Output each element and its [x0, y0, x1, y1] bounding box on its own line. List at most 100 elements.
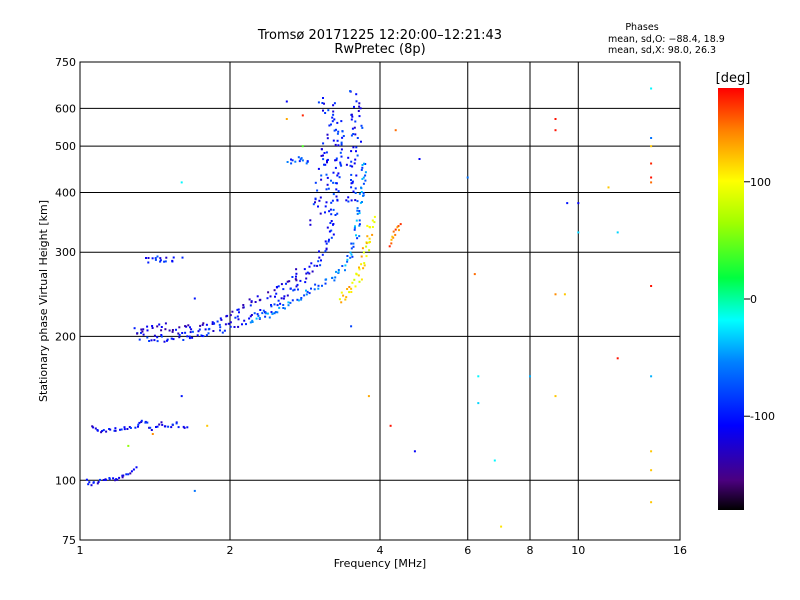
echo-point: [241, 323, 243, 326]
echo-point: [282, 307, 285, 309]
echo-point: [354, 225, 356, 228]
echo-point: [285, 100, 288, 103]
y-tick-label: 400: [55, 186, 76, 199]
echo-point: [363, 262, 366, 265]
echo-point: [330, 236, 333, 239]
echo-point: [184, 325, 187, 328]
echo-point: [166, 338, 169, 341]
echo-point: [361, 247, 364, 250]
echo-point: [554, 129, 557, 132]
echo-point: [90, 484, 93, 487]
echo-point: [151, 433, 154, 435]
echo-point: [358, 266, 360, 269]
echo-point: [154, 257, 157, 260]
echo-point: [337, 172, 340, 175]
echo-point: [148, 340, 151, 342]
echo-point: [142, 333, 145, 336]
echo-point: [344, 298, 347, 301]
echo-point: [360, 191, 363, 193]
echo-point: [177, 332, 180, 335]
echo-point: [316, 264, 319, 267]
grid-lines: [80, 62, 680, 540]
echo-point: [150, 339, 153, 342]
echo-point: [178, 334, 181, 336]
echo-point: [319, 212, 322, 215]
echo-point: [328, 124, 331, 127]
echo-point: [158, 423, 161, 426]
echo-point: [326, 161, 328, 164]
echo-point: [323, 102, 325, 105]
echo-point: [399, 223, 402, 226]
echo-point: [345, 163, 348, 166]
echo-point: [180, 395, 183, 398]
echo-point: [337, 271, 340, 274]
echo-point: [320, 154, 323, 157]
echo-point: [187, 324, 190, 327]
echo-point: [317, 287, 320, 290]
echo-point: [326, 159, 328, 162]
echo-point: [242, 304, 245, 306]
echo-point: [330, 220, 333, 222]
echo-point: [650, 87, 653, 90]
echo-point: [336, 199, 339, 202]
echo-point: [127, 473, 130, 476]
echo-point: [338, 298, 341, 301]
echo-point: [500, 525, 503, 528]
echo-point: [397, 225, 400, 227]
echo-point: [350, 199, 353, 202]
echo-point: [140, 328, 143, 331]
echo-point: [280, 283, 283, 286]
echo-point: [288, 280, 291, 283]
echo-point: [114, 479, 116, 482]
echo-point: [277, 285, 280, 288]
echo-point: [114, 427, 117, 430]
echo-point: [365, 255, 368, 258]
echo-point: [341, 136, 344, 139]
echo-point: [104, 478, 107, 481]
echo-point: [140, 331, 142, 334]
echo-point: [360, 186, 362, 189]
echo-point: [352, 242, 355, 245]
echo-point: [164, 322, 167, 325]
echo-point: [650, 285, 653, 287]
echo-point: [529, 375, 531, 378]
echo-point: [303, 268, 306, 271]
echo-point: [123, 426, 126, 429]
echo-point: [295, 275, 297, 278]
echo-point: [171, 330, 174, 333]
echo-point: [320, 178, 323, 181]
echo-point: [118, 476, 121, 479]
echo-point: [164, 260, 167, 263]
echo-point: [164, 425, 167, 428]
echo-point: [325, 201, 328, 204]
echo-point: [289, 287, 292, 290]
x-tick-labels: 1 2 4 6 8 10 16: [77, 544, 688, 557]
echo-point: [224, 323, 227, 326]
echo-point: [339, 161, 342, 164]
echo-point: [234, 316, 237, 319]
echo-point: [291, 299, 294, 302]
echo-point: [321, 284, 323, 287]
echo-point: [332, 233, 335, 236]
echo-point: [390, 242, 393, 245]
echo-point: [250, 314, 253, 316]
echo-point: [191, 336, 194, 339]
echo-point: [355, 234, 357, 237]
echo-point: [306, 160, 309, 163]
echo-point: [147, 257, 150, 259]
echo-point: [305, 293, 308, 296]
echo-point: [284, 307, 286, 310]
echo-point: [311, 270, 314, 273]
echo-point: [301, 145, 304, 148]
echo-point: [270, 305, 273, 308]
echo-point: [180, 181, 183, 184]
echo-point: [336, 121, 339, 124]
echo-point: [167, 425, 170, 428]
echo-point: [354, 285, 357, 288]
echo-point: [301, 114, 304, 117]
echo-point: [392, 230, 395, 233]
echo-point: [249, 304, 252, 307]
echo-point: [322, 109, 324, 112]
echo-point: [329, 222, 332, 224]
echo-point: [332, 181, 335, 184]
